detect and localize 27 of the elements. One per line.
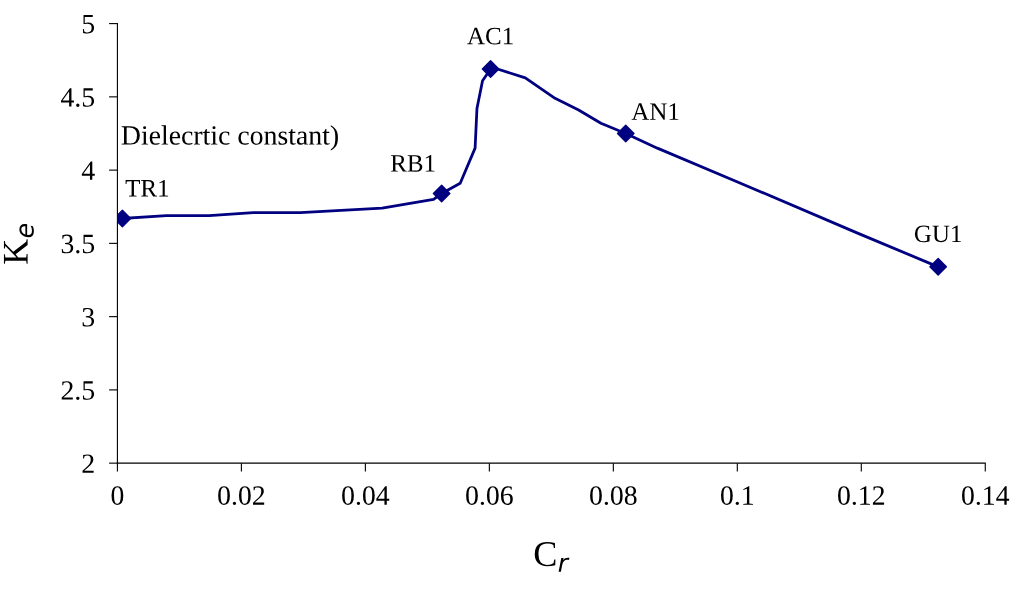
x-tick-label: 0.08 bbox=[590, 486, 637, 506]
x-tick-label: 0 bbox=[111, 486, 124, 505]
x-tick-label: 0.1 bbox=[721, 486, 753, 506]
x-tick-label: 0.14 bbox=[962, 486, 1010, 506]
y-tick-label: 4 bbox=[81, 161, 95, 180]
y-tick-label: 5 bbox=[82, 15, 95, 34]
x-tick-label: 0.04 bbox=[342, 486, 390, 506]
x-tick-label: 0.02 bbox=[218, 486, 265, 506]
annotation: TR1 bbox=[125, 179, 169, 197]
point bbox=[929, 257, 948, 276]
point bbox=[481, 60, 500, 78]
annotation: RB1 bbox=[390, 155, 435, 172]
y-tick-label: 2.5 bbox=[61, 381, 95, 400]
x-tick-label: 0.12 bbox=[838, 486, 885, 506]
x-axis-title: C$_{r}$ bbox=[534, 541, 570, 572]
y-axis-title: K$_{e}$ bbox=[3, 224, 34, 264]
point bbox=[616, 124, 635, 143]
annotation: AC1 bbox=[467, 27, 513, 45]
annotation: AN1 bbox=[631, 103, 679, 120]
y-tick-label: 2 bbox=[82, 454, 94, 473]
point bbox=[432, 184, 451, 203]
x-tick-label: 0.06 bbox=[466, 486, 513, 506]
annotation: GU1 bbox=[914, 225, 961, 243]
y-tick-label: 3.5 bbox=[61, 234, 95, 254]
y-tick-label: 3 bbox=[82, 307, 95, 327]
y-tick-label: 4.5 bbox=[61, 88, 95, 107]
annotation: Dielecrtic constant) bbox=[121, 125, 338, 151]
